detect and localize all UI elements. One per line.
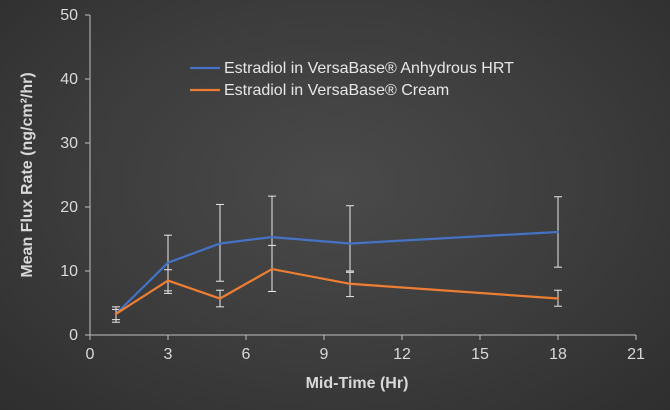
x-tick-label: 6 (242, 346, 251, 363)
y-tick-label: 0 (69, 327, 78, 344)
x-tick-label: 3 (164, 346, 173, 363)
data-point (218, 242, 222, 245)
series-2 (112, 244, 562, 321)
x-tick-label: 12 (393, 346, 411, 363)
data-point (348, 282, 352, 285)
data-point (556, 230, 560, 234)
axes: 0 10 20 30 40 50 0 3 6 9 12 15 18 21 (60, 7, 645, 363)
error-bar (346, 205, 354, 272)
legend-label: Estradiol in VersaBase® Anhydrous HRT (224, 60, 514, 77)
data-point (166, 261, 170, 264)
series-1 (112, 195, 562, 323)
y-tick-label: 50 (60, 7, 78, 24)
x-axis-title: Mid-Time (Hr) (306, 375, 409, 392)
data-point (270, 267, 274, 271)
y-tick-label: 40 (60, 71, 78, 88)
data-point (348, 242, 352, 245)
y-tick-label: 10 (60, 263, 78, 280)
series-layer (112, 195, 562, 323)
data-point (218, 297, 222, 300)
y-tick-label: 20 (60, 199, 78, 216)
legend-item-2: Estradiol in VersaBase® Cream (190, 82, 449, 99)
series-line (115, 267, 559, 315)
x-tick-label: 9 (320, 346, 329, 363)
x-tick-label: 15 (471, 346, 489, 363)
x-tick-label: 21 (627, 346, 645, 363)
legend: Estradiol in VersaBase® Anhydrous HRT Est… (190, 60, 514, 99)
series-line (115, 230, 559, 315)
x-tick-label: 0 (86, 346, 95, 363)
legend-label: Estradiol in VersaBase® Cream (224, 82, 449, 99)
data-point (270, 235, 274, 239)
data-point (166, 279, 170, 282)
legend-item-1: Estradiol in VersaBase® Anhydrous HRT (190, 60, 514, 77)
x-tick-label: 18 (549, 346, 567, 363)
y-axis-title: Mean Flux Rate (ng/cm²/hr) (19, 72, 36, 277)
data-point (114, 312, 118, 316)
data-point (556, 297, 560, 300)
y-tick-label: 30 (60, 135, 78, 152)
